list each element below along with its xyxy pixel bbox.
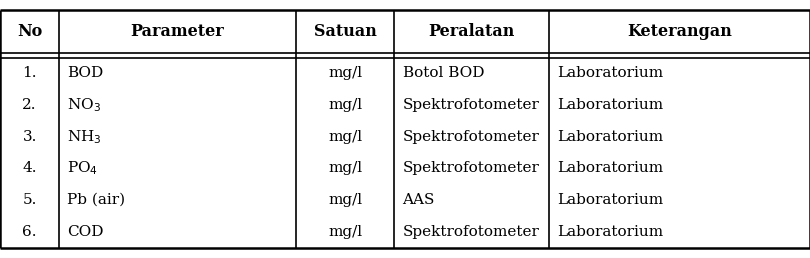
Text: Laboratorium: Laboratorium	[557, 225, 663, 239]
Text: Spektrofotometer: Spektrofotometer	[403, 130, 539, 144]
Text: AAS: AAS	[403, 193, 435, 207]
Text: Laboratorium: Laboratorium	[557, 66, 663, 80]
Text: Laboratorium: Laboratorium	[557, 162, 663, 175]
Text: Keterangan: Keterangan	[627, 23, 732, 40]
Text: mg/l: mg/l	[328, 66, 362, 80]
Text: Botol BOD: Botol BOD	[403, 66, 484, 80]
Text: Laboratorium: Laboratorium	[557, 193, 663, 207]
Text: No: No	[17, 23, 42, 40]
Text: 6.: 6.	[23, 225, 36, 239]
Text: 5.: 5.	[23, 193, 36, 207]
Text: Spektrofotometer: Spektrofotometer	[403, 162, 539, 175]
Text: NO$_3$: NO$_3$	[67, 96, 101, 114]
Text: 4.: 4.	[23, 162, 36, 175]
Text: 2.: 2.	[23, 98, 36, 112]
Text: PO$_4$: PO$_4$	[67, 160, 98, 177]
Text: 1.: 1.	[23, 66, 36, 80]
Text: Spektrofotometer: Spektrofotometer	[403, 98, 539, 112]
Text: COD: COD	[67, 225, 104, 239]
Text: NH$_3$: NH$_3$	[67, 128, 102, 146]
Text: Laboratorium: Laboratorium	[557, 130, 663, 144]
Text: Peralatan: Peralatan	[428, 23, 515, 40]
Text: Parameter: Parameter	[130, 23, 224, 40]
Text: mg/l: mg/l	[328, 225, 362, 239]
Text: mg/l: mg/l	[328, 130, 362, 144]
Text: Spektrofotometer: Spektrofotometer	[403, 225, 539, 239]
Text: Pb (air): Pb (air)	[67, 193, 126, 207]
Text: 3.: 3.	[23, 130, 36, 144]
Text: Laboratorium: Laboratorium	[557, 98, 663, 112]
Text: mg/l: mg/l	[328, 98, 362, 112]
Text: mg/l: mg/l	[328, 193, 362, 207]
Text: BOD: BOD	[67, 66, 104, 80]
Text: Satuan: Satuan	[313, 23, 377, 40]
Text: mg/l: mg/l	[328, 162, 362, 175]
